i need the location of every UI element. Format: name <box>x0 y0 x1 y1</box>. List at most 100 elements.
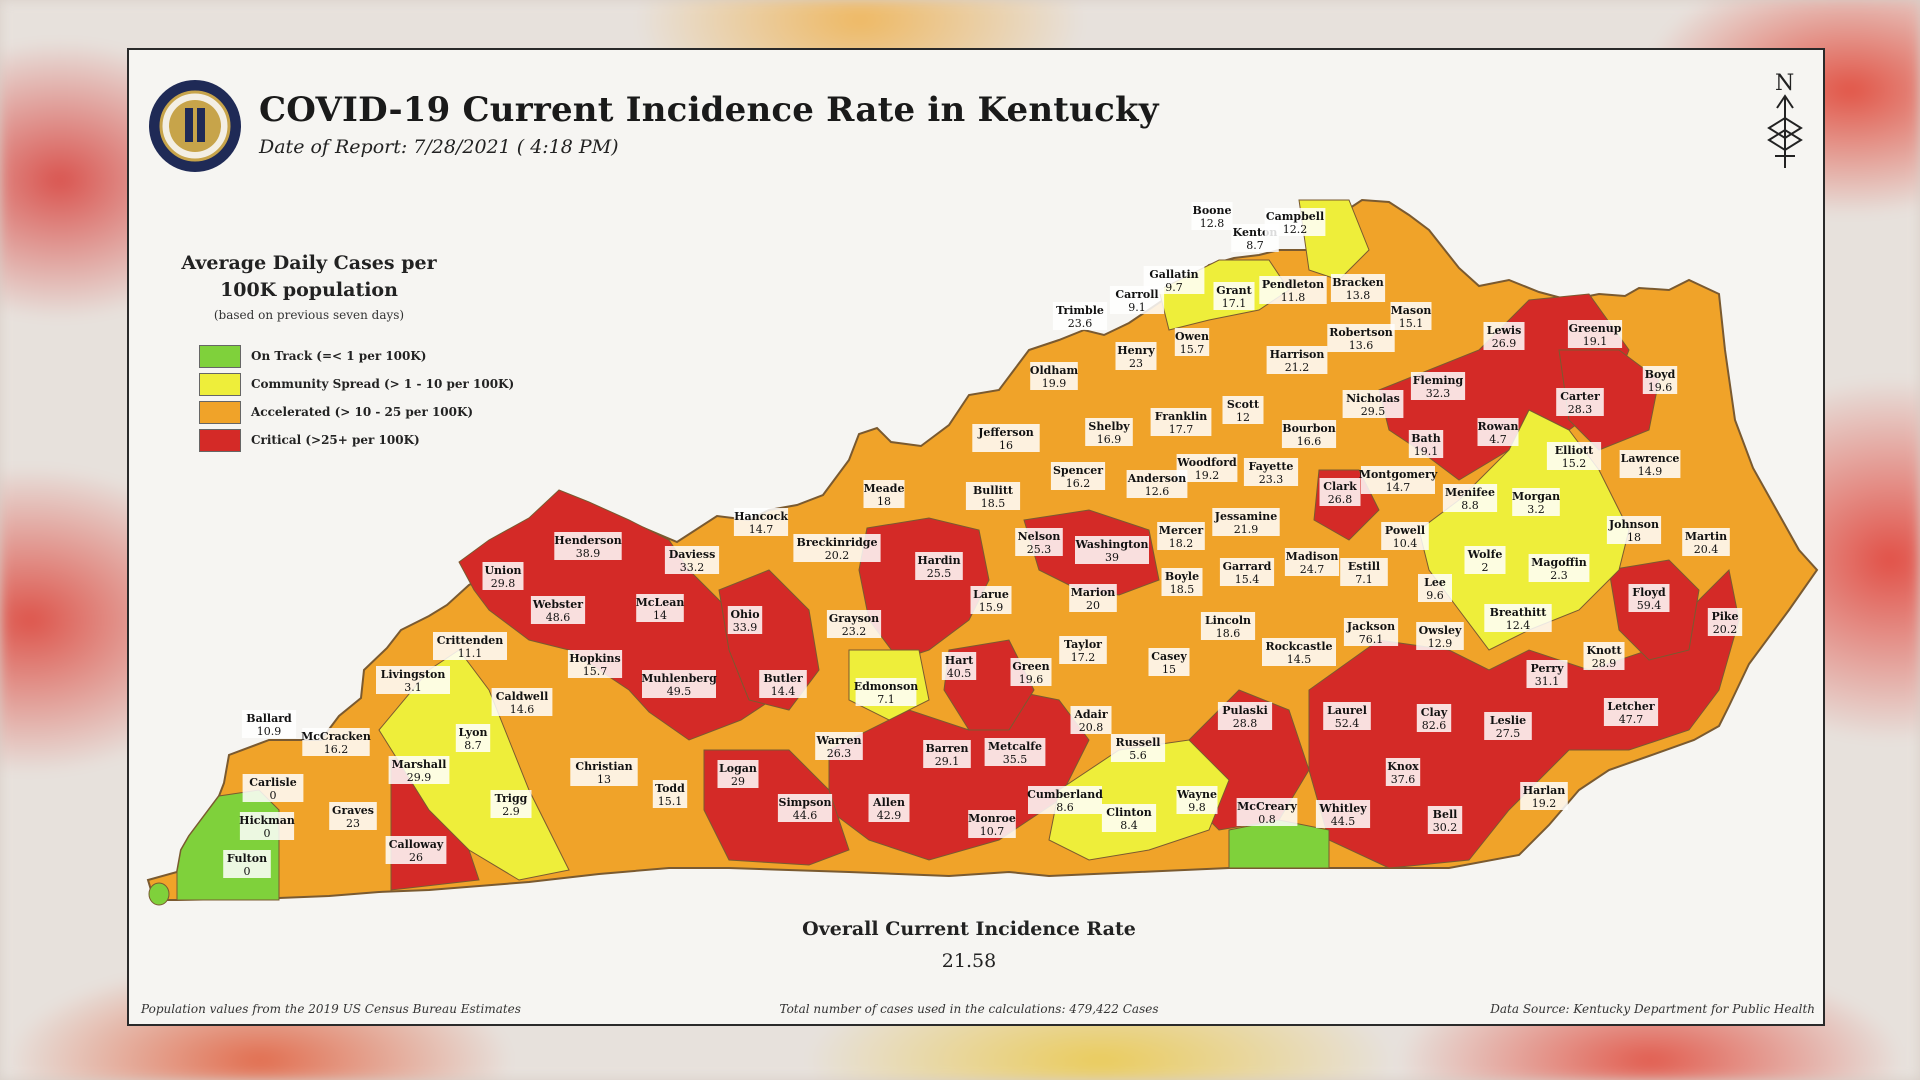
county-name: Oldham <box>1030 364 1079 377</box>
county-label-background <box>1050 462 1106 490</box>
county-rate: 82.6 <box>1422 719 1447 732</box>
county-name: Estill <box>1348 560 1380 573</box>
county-name: Livingston <box>381 668 446 681</box>
county-label-background <box>1323 702 1371 730</box>
county-label-background <box>1546 442 1602 470</box>
county-rate: 20.2 <box>825 549 850 562</box>
county-rate: 19.6 <box>1019 673 1044 686</box>
legend-label: On Track (=< 1 per 100K) <box>251 349 427 363</box>
county-name: Ballard <box>246 712 292 725</box>
county-rate: 9.6 <box>1426 589 1444 602</box>
county-rate: 0.8 <box>1258 813 1276 826</box>
county-name: Letcher <box>1607 700 1655 713</box>
county-rate: 15.4 <box>1235 573 1260 586</box>
county-label-background <box>241 710 297 738</box>
county-label-background <box>1150 408 1212 436</box>
county-rate: 19.6 <box>1648 381 1673 394</box>
county-rate: 16.9 <box>1097 433 1122 446</box>
county-rate: 52.4 <box>1335 717 1360 730</box>
county-label-background <box>1069 584 1117 612</box>
county-label-background <box>1606 516 1662 544</box>
county-rate: 19.2 <box>1195 469 1220 482</box>
legend-swatch-orange <box>199 400 241 424</box>
county-name: Carter <box>1560 390 1600 403</box>
county-label-background <box>554 532 622 560</box>
county-label-background <box>1176 786 1218 814</box>
county-label-background <box>1236 798 1298 826</box>
county-label-background <box>1484 712 1532 740</box>
county-rate: 18.5 <box>981 497 1006 510</box>
county-name: Pike <box>1711 610 1738 623</box>
county-rate: 19.9 <box>1042 377 1067 390</box>
county-label-background <box>1343 618 1399 646</box>
county-name: Johnson <box>1608 518 1659 531</box>
county-rate: 12.9 <box>1428 637 1453 650</box>
county-rate: 12 <box>1236 411 1250 424</box>
county-name: Allen <box>872 796 905 809</box>
county-name: Franklin <box>1155 410 1208 423</box>
county-label-background <box>1682 528 1730 556</box>
county-label-background <box>1528 554 1590 582</box>
county-rate: 14.9 <box>1638 465 1663 478</box>
county-name: Powell <box>1385 524 1425 537</box>
county-label-background <box>1418 574 1452 602</box>
county-name: Henry <box>1117 344 1155 357</box>
legend-title: Average Daily Cases per 100K population <box>181 252 437 301</box>
county-rate: 15.7 <box>583 665 608 678</box>
county-rate: 35.5 <box>1003 753 1028 766</box>
county-rate: 17.1 <box>1222 297 1247 310</box>
county-rate: 26.3 <box>827 747 852 760</box>
county-name: Russell <box>1116 736 1161 749</box>
county-name: Ohio <box>730 608 759 621</box>
county-rate: 2.3 <box>1550 569 1568 582</box>
county-label-background <box>490 790 532 818</box>
county-label-background <box>1330 274 1386 302</box>
county-rate: 0 <box>270 789 277 802</box>
county-rate: 16 <box>999 439 1013 452</box>
county-name: Lee <box>1424 576 1446 589</box>
county-rate: 21.2 <box>1285 361 1310 374</box>
county-label-background <box>1148 648 1190 676</box>
county-label-background <box>868 794 910 822</box>
county-label-background <box>968 810 1016 838</box>
county-label-background <box>1213 282 1255 310</box>
county-name: Metcalfe <box>988 740 1042 753</box>
county-rate: 14 <box>653 609 667 622</box>
county-name: Hardin <box>917 554 960 567</box>
county-rate: 29.1 <box>935 755 960 768</box>
county-rate: 39 <box>1105 551 1119 564</box>
county-rate: 18.2 <box>1169 537 1194 550</box>
county-name: Mason <box>1391 304 1432 317</box>
county-name: Owsley <box>1419 624 1462 637</box>
legend-swatch-yellow <box>199 372 241 396</box>
county-rate: 9.7 <box>1165 281 1183 294</box>
county-label-background <box>1212 508 1280 536</box>
county-name: Jessamine <box>1214 510 1278 523</box>
